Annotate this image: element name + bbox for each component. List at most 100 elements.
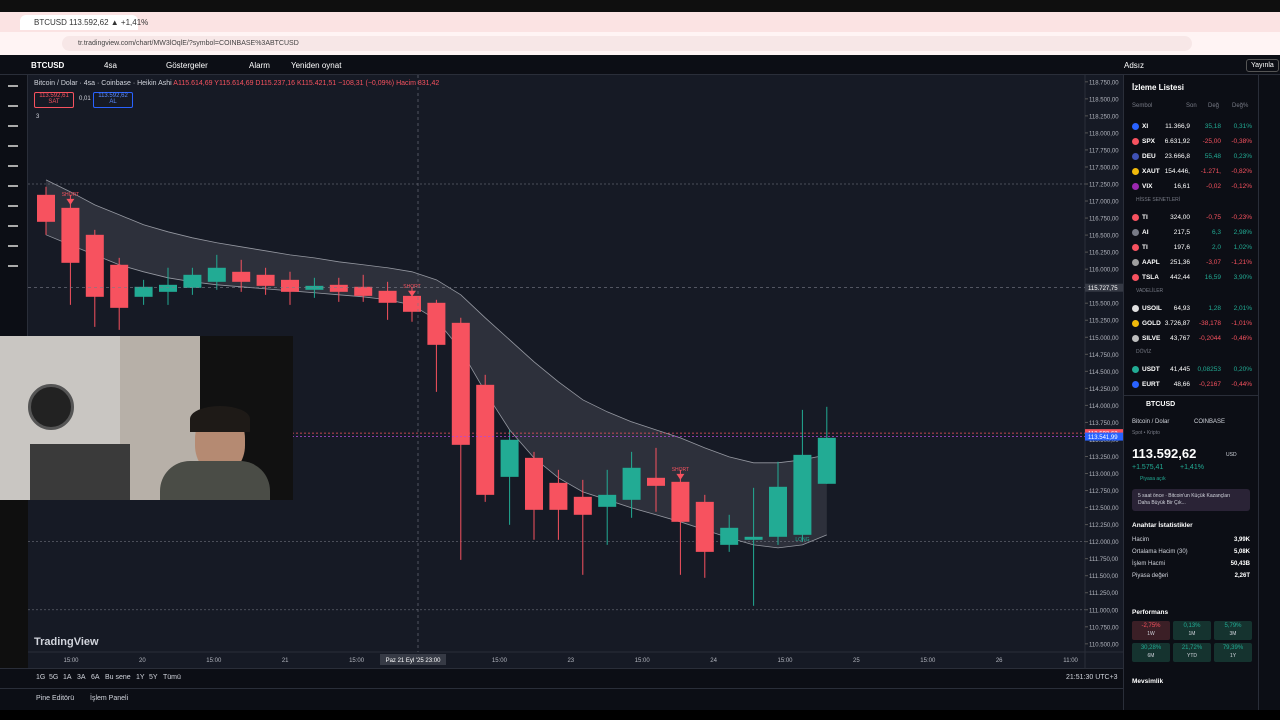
watchlist-row[interactable]: TSLA 442,44 16,59 3,90% [1124,271,1259,285]
tool-icon[interactable] [8,165,18,167]
x-tick-label: 15:00 [777,658,793,664]
tool-icon[interactable] [8,225,18,227]
indicators-button[interactable]: Göstergeler [166,61,208,70]
y-tick-label: 117.750,00 [1089,148,1119,154]
details-change-pct: +1,41% [1180,464,1204,471]
y-tick-label: 118.750,00 [1089,80,1119,86]
symbol: AAPL [1142,259,1160,266]
symbol-icon [1132,366,1139,373]
candle-body [281,279,299,292]
range-button[interactable]: 6A [91,674,100,681]
hair [190,406,250,432]
publish-button[interactable]: Yayınla [1246,59,1279,72]
watchlist-row[interactable]: TI 197,6 2,0 1,02% [1124,241,1259,255]
tool-icon[interactable] [8,245,18,247]
range-button[interactable]: 1A [63,674,72,681]
watchlist-row[interactable]: USOIL 64,93 1,28 2,01% [1124,302,1259,316]
range-button[interactable]: 1Y [136,674,145,681]
legend-title: Bitcoin / Dolar · 4sa · Coinbase · Heiki… [34,80,172,87]
buy-button[interactable]: 113.592,62 AL [93,92,133,108]
watchlist-header: Değ% [1232,103,1249,109]
candle-body [37,194,55,222]
change: -3,07 [1206,259,1221,266]
tool-icon[interactable] [8,85,18,87]
legend: Bitcoin / Dolar · 4sa · Coinbase · Heiki… [34,80,439,87]
symbol: TSLA [1142,274,1159,281]
layout-name[interactable]: Adsız [1124,61,1145,70]
change-pct: 2,01% [1233,305,1252,312]
url: tr.tradingview.com/chart/MW3lOqlE/?symbo… [78,40,299,47]
indicator-count[interactable]: 3 [36,114,40,120]
watchlist-row[interactable]: TI 324,00 -0,75 -0,23% [1124,211,1259,225]
range-button[interactable]: Tümü [163,674,181,681]
right-panel: İzleme Listesi Sembol Son Değ Değ% XI 11.366,9… [1123,75,1259,710]
watchlist-row[interactable]: XAUT 154.446, -1.271, -0,82% [1124,165,1259,179]
y-tick-label: 118.500,00 [1089,97,1119,103]
y-tick-label: 114.000,00 [1089,404,1119,410]
bottom-tab[interactable]: İşlem Paneli [90,695,129,702]
watchlist-row[interactable]: AI 217,5 6,3 2,98% [1124,226,1259,240]
symbol: VIX [1142,183,1153,190]
last: 43,767 [1170,335,1190,342]
tool-icon[interactable] [8,125,18,127]
candle-body [110,264,129,308]
symbol-icon [1132,305,1139,312]
watchlist-row[interactable]: EURT 48,66 -0,2167 -0,44% [1124,378,1259,392]
perf-value: 30,28% [1140,645,1162,651]
signal-arrow [798,527,807,534]
stat-label: İşlem Hacmi [1132,561,1166,567]
alert-button[interactable]: Alarm [249,61,270,70]
change-pct: -0,46% [1231,335,1252,342]
watchlist-row[interactable]: DEU 23.666,8 55,48 0,23% [1124,150,1259,164]
candle-body [451,322,470,445]
symbol-icon [1132,138,1139,145]
range-button[interactable]: Bu sene [105,674,131,681]
address-bar[interactable]: tr.tradingview.com/chart/MW3lOqlE/?symbo… [62,36,1192,51]
browser-tab[interactable]: BTCUSD 113.592,62 ▲ +1,41% [20,15,148,30]
candle-body [61,207,80,263]
range-button[interactable]: 1G [36,674,46,681]
watchlist-row[interactable]: USDT 41,445 0,08253 0,20% [1124,363,1259,377]
logo: TradingView [34,636,99,648]
change: 16,59 [1204,274,1221,281]
bottom-tab[interactable]: Pine Editörü [36,695,75,702]
news-box[interactable]: 5 saat önce · Bitcoin'un Küçük Kazançlar… [1132,489,1250,511]
perf-value: 0,13% [1183,623,1201,629]
sell-button[interactable]: 113.592,61 SAT [34,92,74,108]
last: 41,445 [1170,366,1190,373]
bottom-tabs: Pine Editörü İşlem Paneli [0,688,1123,710]
y-tick-label: 113.000,00 [1089,472,1119,478]
change: 0,08253 [1197,366,1222,373]
range-button[interactable]: 5G [49,674,59,681]
watchlist-row[interactable]: VIX 16,61 -0,02 -0,12% [1124,180,1259,194]
candle-body [329,284,348,292]
signal-arrow [408,290,416,297]
tool-icon[interactable] [8,105,18,107]
interval[interactable]: 4sa [104,61,117,70]
range-button[interactable]: 5Y [149,674,158,681]
tool-icon[interactable] [8,185,18,187]
watchlist-row[interactable]: AAPL 251,36 -3,07 -1,21% [1124,256,1259,270]
symbol: XI [1142,123,1149,130]
watchlist-row[interactable]: GOLD 3.726,87 -38,178 -1,01% [1124,317,1259,331]
watchlist-row[interactable]: SILVE 43,767 -0,2044 -0,46% [1124,332,1259,346]
tool-icon[interactable] [8,145,18,147]
x-tick-label: 15:00 [349,658,365,664]
candle-body [793,454,812,535]
tool-icon[interactable] [8,265,18,267]
stat-value: 5,08K [1233,549,1250,555]
y-tick-label: 116.500,00 [1089,234,1119,240]
range-button[interactable]: 3A [77,674,86,681]
symbol-search[interactable]: BTCUSD [31,61,65,70]
change-pct: -0,12% [1231,183,1252,190]
symbol: TI [1142,214,1148,221]
candle-body [427,302,446,345]
y-tick-label: 116.750,00 [1089,217,1119,223]
top-toolbar [0,55,1280,75]
change: -0,2044 [1198,335,1221,342]
tool-icon[interactable] [8,205,18,207]
replay-button[interactable]: Yeniden oynat [291,61,342,70]
watchlist-row[interactable]: XI 11.366,9 35,18 0,31% [1124,120,1259,134]
watchlist-row[interactable]: SPX 6.631,92 -25,00 -0,38% [1124,135,1259,149]
stat-value: 50,43B [1230,561,1250,567]
